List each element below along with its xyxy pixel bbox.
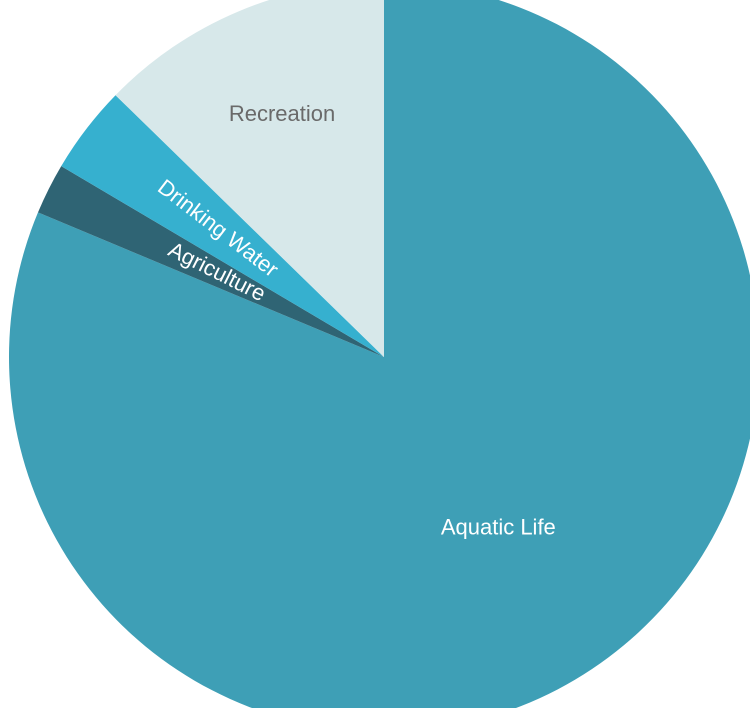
slice-label-aquatic-life: Aquatic Life [441, 514, 556, 539]
pie-slices [9, 0, 750, 708]
pie-slice-agriculture [37, 166, 385, 357]
pie-slice-drinking-water [61, 95, 384, 358]
slice-label-recreation: Recreation [229, 101, 335, 126]
pie-slice-recreation [115, 0, 384, 357]
pie-slice-aquatic-life [9, 0, 750, 708]
